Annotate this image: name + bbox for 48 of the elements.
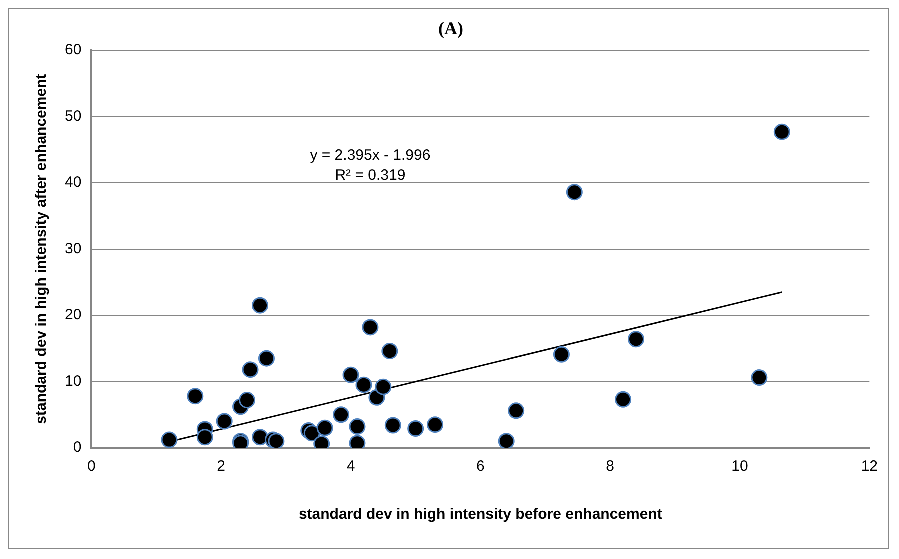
point (498, 433, 515, 448)
x-axis-title: standard dev in high intensity before enhancement (298, 506, 662, 524)
y-tick-label: 10 (64, 372, 82, 390)
point (196, 429, 214, 446)
annotation: R² = 0.319 (335, 166, 406, 184)
x-tick-label: 6 (476, 458, 485, 476)
point (342, 366, 360, 384)
y-tick-label: 50 (64, 108, 82, 125)
point (242, 362, 259, 378)
point (628, 331, 645, 348)
point (382, 343, 398, 360)
point (427, 416, 444, 434)
point (553, 346, 570, 363)
point (252, 429, 268, 446)
point (362, 319, 379, 336)
point (187, 388, 204, 405)
x-tick-label: 4 (346, 458, 356, 476)
point (508, 402, 525, 420)
x-tick-label: 12 (861, 458, 878, 476)
x-tick-label: 8 (606, 458, 615, 476)
point (268, 433, 285, 448)
point (566, 184, 583, 201)
point (349, 418, 366, 436)
point (615, 391, 632, 408)
x-tick-label: 2 (217, 458, 226, 476)
y-axis-title: standard dev in high intensity after enhancement (33, 74, 50, 424)
point (384, 417, 402, 434)
point (316, 420, 334, 436)
chart-title: (A) (438, 18, 464, 38)
point (239, 392, 256, 409)
y-tick-label: 30 (64, 240, 82, 258)
annotation: y = 2.395x - 1.996 (310, 146, 431, 164)
y-tick-label: 60 (64, 42, 82, 59)
point (333, 406, 350, 424)
point (258, 350, 275, 367)
point (375, 378, 392, 396)
y-tick-label: 0 (73, 439, 82, 456)
point (216, 413, 233, 430)
x-tick-label: 10 (732, 458, 748, 476)
y-tick-label: 20 (64, 306, 82, 324)
point (408, 420, 424, 438)
point (356, 376, 372, 394)
point (252, 297, 268, 314)
x-tick-label: 0 (88, 458, 96, 476)
point (161, 432, 178, 448)
point (751, 370, 768, 386)
y-tick-label: 40 (64, 174, 82, 192)
point (774, 124, 790, 140)
